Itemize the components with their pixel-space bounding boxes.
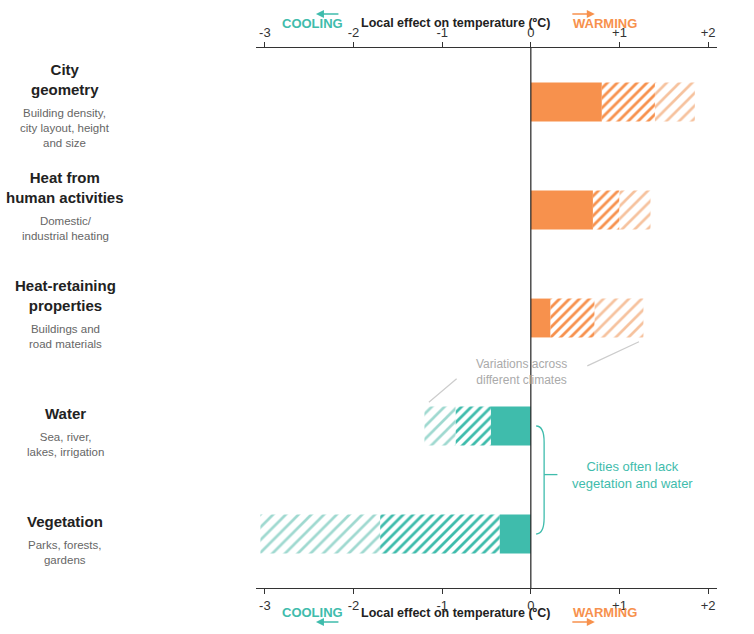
svg-text:Heat fromhuman activities: Heat fromhuman activities (6, 169, 124, 206)
svg-text:+2: +2 (701, 598, 716, 613)
svg-text:Local effect on temperature (º: Local effect on temperature (ºC) (361, 606, 550, 620)
svg-text:Water: Water (45, 405, 86, 422)
svg-text:-2: -2 (348, 25, 360, 40)
svg-text:+2: +2 (701, 25, 716, 40)
svg-text:Buildings androad materials: Buildings androad materials (29, 323, 102, 350)
svg-text:Building density,city layout,: Building density,city layout, heightand … (20, 107, 110, 149)
svg-text:Citygeometry: Citygeometry (31, 61, 99, 98)
svg-text:Cities often lackvegetation an: Cities often lackvegetation and water (572, 459, 693, 491)
svg-text:Heat-retainingproperties: Heat-retainingproperties (15, 277, 116, 314)
svg-text:Domestic/industrial heating: Domestic/industrial heating (22, 215, 109, 242)
svg-text:Parks, forests,gardens: Parks, forests,gardens (28, 539, 102, 566)
svg-text:-3: -3 (259, 25, 271, 40)
svg-text:WARMING: WARMING (573, 605, 637, 620)
svg-text:+1: +1 (612, 598, 627, 613)
svg-text:Local effect on temperature (º: Local effect on temperature (ºC) (361, 16, 550, 30)
svg-text:-1: -1 (436, 598, 448, 613)
svg-text:Vegetation: Vegetation (27, 513, 103, 530)
svg-text:-2: -2 (348, 598, 360, 613)
svg-text:Variations acrossdifferent cli: Variations acrossdifferent climates (476, 357, 567, 387)
svg-text:+1: +1 (612, 25, 627, 40)
svg-text:-1: -1 (436, 25, 448, 40)
svg-text:0: 0 (527, 598, 534, 613)
svg-text:COOLING: COOLING (282, 605, 343, 620)
svg-text:0: 0 (527, 25, 534, 40)
svg-text:COOLING: COOLING (282, 16, 343, 31)
svg-text:Sea, river,lakes, irrigation: Sea, river,lakes, irrigation (27, 431, 104, 458)
svg-text:-3: -3 (259, 598, 271, 613)
svg-text:WARMING: WARMING (573, 16, 637, 31)
